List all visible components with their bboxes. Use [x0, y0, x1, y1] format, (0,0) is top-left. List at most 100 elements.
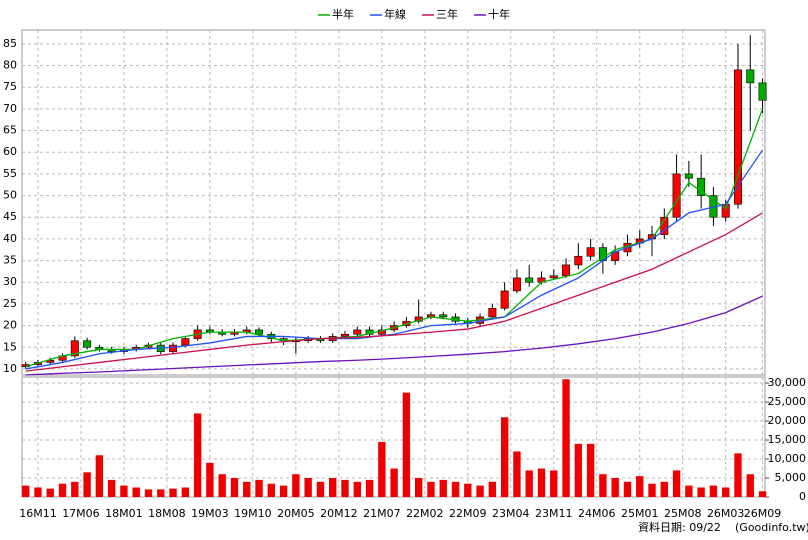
- candle-body: [672, 173, 681, 218]
- legend-label: 半年: [332, 7, 354, 21]
- volume-bar: [685, 485, 693, 497]
- x-tick-label: 21M07: [363, 507, 401, 520]
- volume-bar: [353, 481, 361, 497]
- y2-tick-label: 30,000: [768, 376, 807, 389]
- y-tick-label: 35: [3, 254, 17, 267]
- candle-body: [181, 338, 190, 346]
- volume-bar: [636, 476, 644, 497]
- y-tick-label: 10: [3, 362, 17, 375]
- y-tick-label: 30: [3, 275, 17, 288]
- volume-bar: [500, 417, 509, 497]
- x-tick-label: 20M12: [320, 507, 358, 520]
- volume-bar: [722, 487, 730, 497]
- volume-bar: [157, 489, 165, 497]
- volume-bar: [414, 478, 423, 497]
- volume-bar: [623, 481, 632, 497]
- legend-label: 年線: [384, 7, 406, 21]
- candle-body: [684, 173, 693, 179]
- volume-bar: [304, 478, 312, 497]
- candle-body: [586, 247, 595, 257]
- volume-bar: [22, 485, 30, 497]
- candle-body: [83, 340, 92, 348]
- x-tick-label: 23M11: [535, 507, 573, 520]
- volume-bar: [648, 483, 656, 497]
- volume-bar: [120, 485, 128, 497]
- x-tick-label: 18M08: [148, 507, 186, 520]
- volume-bar: [292, 474, 300, 497]
- x-tick-label: 26M09: [744, 507, 782, 520]
- x-tick-label: 22M09: [449, 507, 487, 520]
- volume-bar: [230, 478, 239, 497]
- ma-line: [25, 295, 763, 376]
- candle-body: [746, 69, 755, 84]
- candle-body: [574, 255, 583, 266]
- volume-bar: [611, 478, 619, 497]
- volume-bar: [279, 485, 288, 497]
- volume-bar: [746, 474, 754, 497]
- candle-body: [500, 290, 509, 309]
- candle-body: [525, 277, 534, 283]
- volume-bar: [537, 468, 546, 497]
- y-tick-label: 20: [3, 319, 17, 332]
- x-tick-label: 23M04: [492, 507, 530, 520]
- volume-bar: [697, 487, 705, 497]
- volume-bar: [95, 455, 104, 497]
- y2-tick-label: 5,000: [775, 471, 807, 484]
- date-note: 資料日期: 09/22: [638, 520, 721, 534]
- candle-body: [758, 82, 767, 101]
- volume-bar: [83, 472, 91, 497]
- volume-bar: [427, 481, 435, 497]
- volume-bar: [390, 468, 398, 497]
- volume-bar: [132, 487, 140, 497]
- x-tick-label: 24M06: [578, 507, 616, 520]
- volume-bar: [255, 479, 263, 497]
- candle-body: [549, 275, 558, 279]
- candle-body: [46, 359, 55, 363]
- legend-label: 十年: [488, 7, 510, 21]
- volume-bar: [181, 487, 190, 497]
- y-tick-label: 25: [3, 297, 17, 310]
- volume-bar: [464, 483, 472, 497]
- y-tick-label: 80: [3, 59, 17, 72]
- volume-bar: [451, 481, 460, 497]
- y-tick-label: 15: [3, 340, 17, 353]
- candle-body: [562, 264, 571, 277]
- volume-bar: [550, 470, 558, 497]
- volume-bar: [758, 491, 767, 497]
- volume-bar: [144, 489, 153, 497]
- volume-bar: [476, 485, 484, 497]
- y-tick-label: 40: [3, 232, 17, 245]
- candle-body: [512, 277, 521, 292]
- x-tick-label: 26M03: [707, 507, 745, 520]
- volume-bar: [169, 488, 177, 497]
- volume-bar: [734, 453, 742, 497]
- y2-tick-label: 20,000: [768, 414, 807, 427]
- candle-body: [488, 307, 497, 318]
- x-tick-label: 25M01: [621, 507, 659, 520]
- y2-tick-label: 0: [799, 490, 806, 503]
- x-tick-label: 19M10: [234, 507, 272, 520]
- x-tick-label: 16M11: [19, 507, 57, 520]
- legend-label: 三年: [436, 7, 458, 21]
- volume-bar: [402, 392, 411, 497]
- volume-bar: [341, 479, 349, 497]
- ma-line: [25, 212, 763, 372]
- y-tick-label: 50: [3, 189, 17, 202]
- y2-tick-label: 10,000: [768, 452, 807, 465]
- volume-bar: [562, 379, 570, 497]
- volume-bar: [46, 488, 54, 497]
- x-tick-label: 20M05: [277, 507, 315, 520]
- candle-body: [697, 177, 706, 196]
- volume-bar: [34, 487, 42, 497]
- candle-body: [255, 329, 264, 335]
- source-note: (Goodinfo.tw): [735, 521, 808, 534]
- volume-bar: [378, 441, 386, 497]
- y-tick-label: 85: [3, 37, 17, 50]
- volume-bar: [71, 481, 79, 497]
- volume-bar: [243, 481, 251, 497]
- volume-bar: [193, 413, 202, 497]
- x-tick-label: 18M01: [105, 507, 143, 520]
- volume-bar: [574, 443, 583, 497]
- y-tick-label: 45: [3, 210, 17, 223]
